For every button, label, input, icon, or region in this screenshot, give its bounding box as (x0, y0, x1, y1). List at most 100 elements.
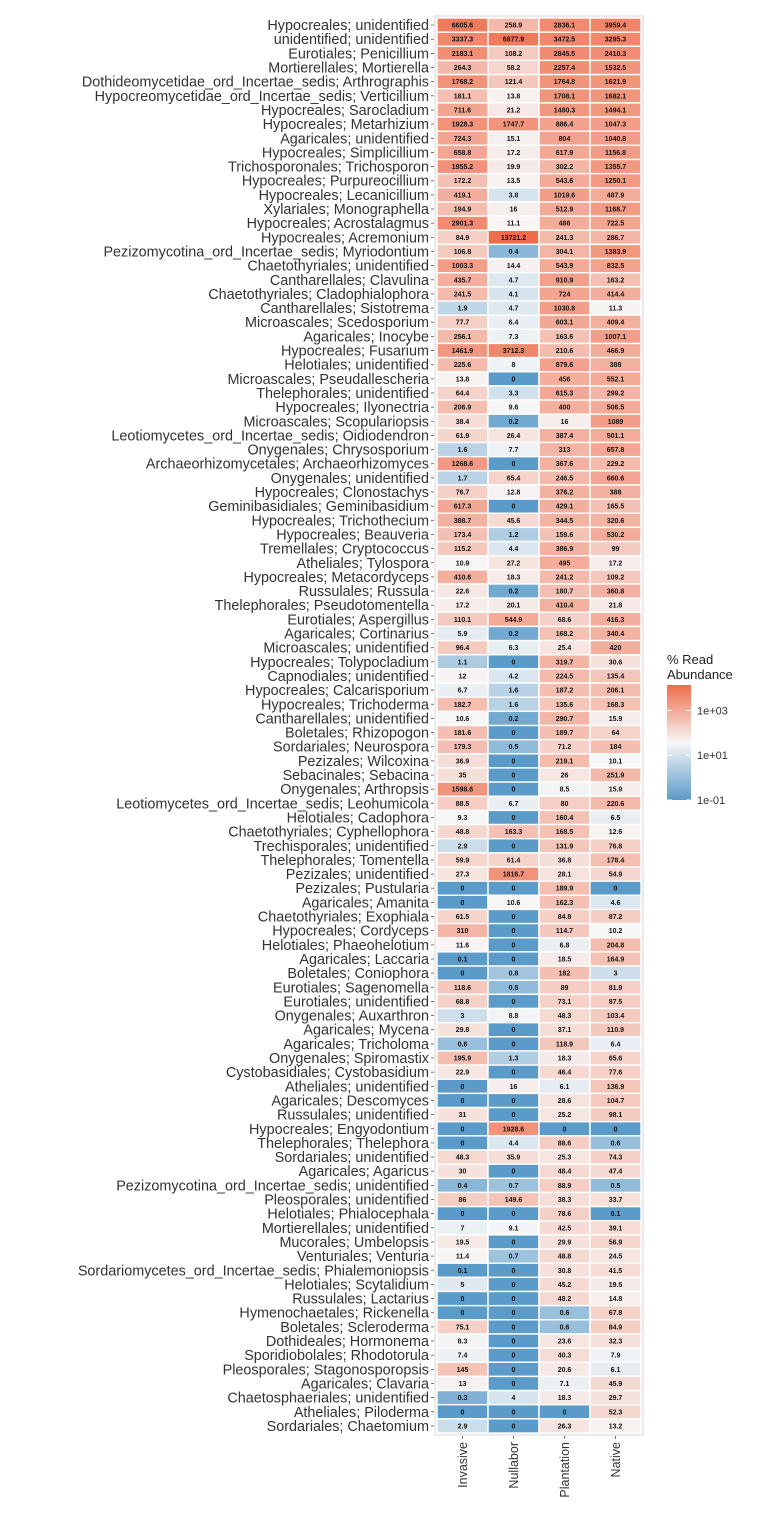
cell-value-label: 10.2 (609, 928, 623, 935)
row-label: Microascales; unidentified (263, 641, 429, 657)
cell-value-label: 603.1 (556, 320, 574, 327)
row-label: unidentified; unidentified (274, 32, 429, 48)
cell-value-label: 0 (512, 1268, 516, 1275)
row-label: Trechisporales; unidentified (254, 839, 429, 855)
row-label: Tremellales; Cryptococcus (260, 542, 429, 558)
row-label: Agaricales; Laccaria (299, 952, 429, 968)
cell-value-label: 33.7 (609, 1197, 623, 1204)
cell-value-label: 1532.5 (605, 65, 627, 72)
cell-value-label: 37.1 (558, 1027, 572, 1034)
cell-value-label: 2.9 (458, 843, 468, 850)
cell-value-label: 1764.8 (554, 79, 576, 86)
cell-value-label: 0 (512, 1339, 516, 1346)
cell-value-label: 0.5 (509, 985, 519, 992)
cell-value-label: 0.5 (611, 1183, 621, 1190)
cell-value-label: 0 (512, 1239, 516, 1246)
row-label: Hypocreales; Trichothecium (251, 513, 429, 529)
cell-value-label: 910.9 (556, 277, 574, 284)
cell-value-label: 26.4 (507, 433, 521, 440)
cell-value-label: 87.2 (609, 914, 623, 921)
row-label: Geminibasidiales; Geminibasidium (208, 499, 429, 515)
cell-value-label: 4 (512, 1395, 516, 1402)
legend-title-line-1: % Read (667, 652, 713, 667)
cell-value-label: 61.9 (456, 433, 470, 440)
cell-value-label: 1.6 (509, 702, 519, 709)
cell-value-label: 6877.9 (503, 37, 525, 44)
legend-title-line-2: Abundance (667, 667, 733, 682)
cell-value-label: 48.3 (558, 1013, 572, 1020)
cell-value-label: 80 (561, 801, 569, 808)
cell-value-label: 47.4 (609, 1169, 623, 1176)
cell-value-label: 0 (512, 461, 516, 468)
cell-value-label: 1480.3 (554, 107, 576, 114)
cell-value-label: 45.2 (558, 1282, 572, 1289)
cell-value-label: 18.3 (507, 574, 521, 581)
cell-value-label: 78.6 (558, 1211, 572, 1218)
cell-value-label: 4.4 (509, 546, 519, 553)
cell-value-label: 210.6 (556, 348, 574, 355)
cell-value-label: 14.4 (507, 263, 521, 270)
cell-value-label: 6.7 (509, 801, 519, 808)
cell-value-label: 15.9 (609, 787, 623, 794)
cell-value-label: 0 (512, 928, 516, 935)
cell-value-label: 0 (512, 504, 516, 511)
cell-value-label: 182 (559, 971, 571, 978)
cell-value-label: 21.8 (609, 603, 623, 610)
cell-value-label: 0.4 (509, 249, 519, 256)
cell-value-label: 0 (512, 815, 516, 822)
cell-value-label: 36.8 (558, 857, 572, 864)
row-label: Thelephorales; unidentified (256, 386, 429, 402)
cell-value-label: 189.7 (556, 730, 574, 737)
cell-value-label: 0 (461, 900, 465, 907)
row-label: Hypocreales; Trichoderma (261, 697, 429, 713)
cell-value-label: 0 (512, 1169, 516, 1176)
cell-value-label: 6.4 (509, 320, 519, 327)
cell-value-label: 180.7 (556, 589, 574, 596)
cell-value-label: 13721.2 (501, 235, 526, 242)
cell-value-label: 0.6 (611, 1140, 621, 1147)
cell-value-label: 30.6 (609, 659, 623, 666)
cell-value-label: 220.6 (607, 801, 625, 808)
cell-value-label: 178.4 (607, 857, 625, 864)
cell-value-label: 36.9 (456, 758, 470, 765)
cell-value-label: 189.9 (556, 886, 574, 893)
cell-value-label: 3 (461, 1013, 465, 1020)
cell-value-label: 0 (512, 999, 516, 1006)
cell-value-label: 320.6 (607, 518, 625, 525)
row-label: Hymenochaetales; Rickenella (239, 1306, 429, 1322)
cell-value-label: 96.4 (456, 645, 470, 652)
cell-value-label: 0.3 (458, 1395, 468, 1402)
cell-value-label: 5 (461, 1282, 465, 1289)
cell-value-label: 0 (461, 1098, 465, 1105)
row-label: Helotiales; Scytalidium (284, 1277, 429, 1293)
cell-value-label: 181.1 (454, 93, 472, 100)
cell-value-label: 7.4 (458, 1353, 468, 1360)
cell-value-label: 27.3 (456, 872, 470, 879)
cell-value-label: 1040.8 (605, 136, 627, 143)
row-label: Agaricales; Cortinarius (284, 627, 429, 643)
cell-value-label: 121.4 (505, 79, 523, 86)
cell-value-label: 1089 (608, 419, 624, 426)
cell-value-label: 1598.6 (452, 787, 474, 794)
cell-value-label: 68.6 (558, 617, 572, 624)
cell-value-label: 1928.3 (452, 122, 474, 129)
cell-value-label: 58.2 (507, 65, 521, 72)
cell-value-label: 16 (510, 1084, 518, 1091)
row-label: Trichosporonales; Trichosporon (228, 160, 429, 176)
cell-value-label: 206.1 (607, 688, 625, 695)
cell-value-label: 1047.3 (605, 122, 627, 129)
cell-value-label: 241.5 (454, 291, 472, 298)
cell-value-label: 466.9 (607, 348, 625, 355)
cell-value-label: 0 (512, 1282, 516, 1289)
cell-value-label: 376.2 (556, 490, 574, 497)
row-label: Onygenales; Auxarthron (275, 1009, 429, 1025)
cell-value-label: 832.5 (607, 263, 625, 270)
cell-value-label: 64 (612, 730, 620, 737)
cell-value-label: 512.9 (556, 207, 574, 214)
cell-value-label: 3337.3 (452, 37, 474, 44)
cell-value-label: 241.3 (556, 235, 574, 242)
cell-value-label: 163.2 (607, 277, 625, 284)
cell-value-label: 0 (512, 1112, 516, 1119)
row-label: Cystobasidiales; Cystobasidium (226, 1065, 429, 1081)
